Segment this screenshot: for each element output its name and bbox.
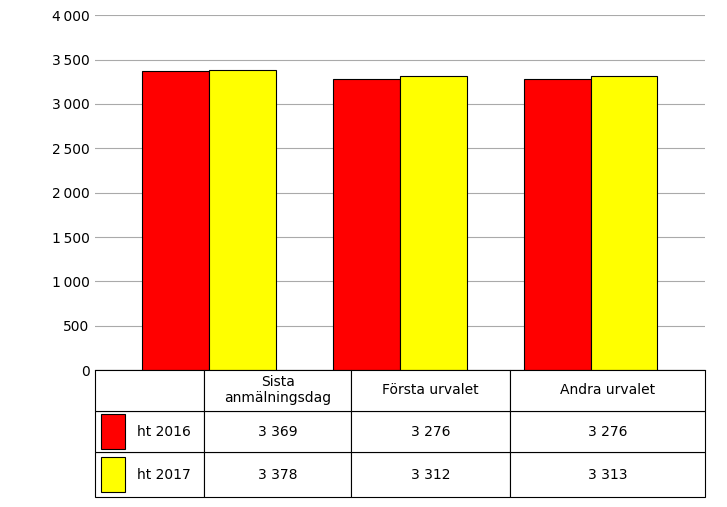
Bar: [510, 452, 705, 497]
Bar: [95, 411, 204, 452]
Bar: [351, 370, 510, 411]
Bar: [142, 71, 209, 370]
Bar: [100, 457, 125, 492]
Bar: [590, 76, 657, 370]
Bar: [333, 80, 400, 370]
Text: 3 312: 3 312: [411, 467, 450, 482]
Bar: [95, 370, 204, 411]
Text: 3 369: 3 369: [258, 424, 297, 439]
Text: Andra urvalet: Andra urvalet: [560, 383, 655, 397]
Bar: [209, 70, 276, 370]
Bar: [95, 452, 204, 497]
Text: ht 2016: ht 2016: [137, 424, 191, 439]
Bar: [400, 76, 467, 370]
Bar: [204, 411, 351, 452]
Text: ht 2017: ht 2017: [137, 467, 191, 482]
Bar: [100, 414, 125, 449]
Text: 3 276: 3 276: [587, 424, 627, 439]
Bar: [524, 80, 590, 370]
Text: 3 313: 3 313: [587, 467, 627, 482]
Bar: [204, 452, 351, 497]
Bar: [510, 370, 705, 411]
Text: 3 378: 3 378: [258, 467, 297, 482]
Bar: [351, 411, 510, 452]
Text: 3 276: 3 276: [411, 424, 450, 439]
Bar: [351, 452, 510, 497]
Text: Första urvalet: Första urvalet: [382, 383, 478, 397]
Bar: [510, 411, 705, 452]
Bar: [204, 370, 351, 411]
Text: Sista
anmälningsdag: Sista anmälningsdag: [224, 375, 332, 406]
